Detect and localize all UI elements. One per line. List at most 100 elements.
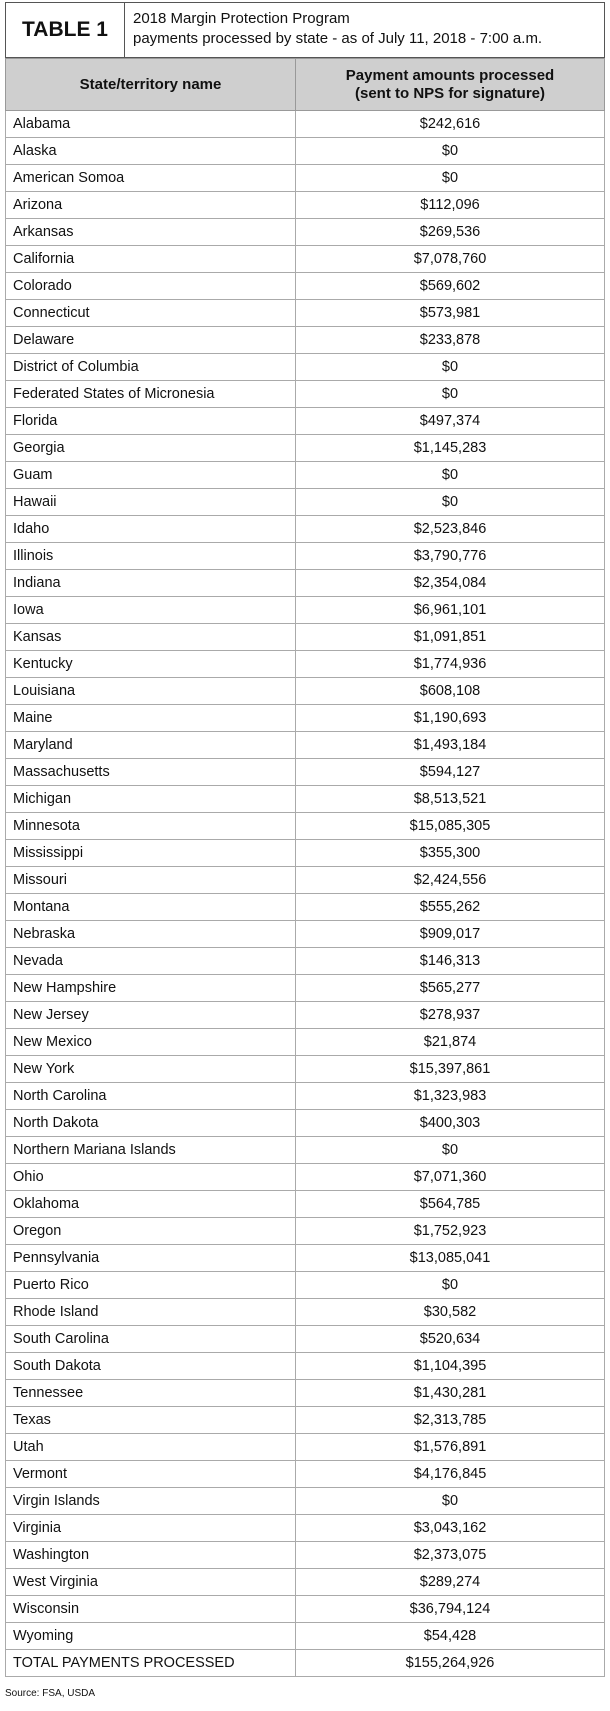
payment-amount: $7,071,360 <box>295 1163 605 1191</box>
table-row: Missouri $2,424,556 <box>5 866 605 894</box>
payment-amount: $54,428 <box>295 1622 605 1650</box>
payment-amount: $278,937 <box>295 1001 605 1029</box>
table-row: North Carolina $1,323,983 <box>5 1082 605 1110</box>
table-row: West Virginia $289,274 <box>5 1568 605 1596</box>
column-header: State/territory name <box>5 58 296 111</box>
table-row: Minnesota $15,085,305 <box>5 812 605 840</box>
state-name: Pennsylvania <box>5 1244 296 1272</box>
table-row: Virginia $3,043,162 <box>5 1514 605 1542</box>
payment-amount: $355,300 <box>295 839 605 867</box>
table-row: Ohio $7,071,360 <box>5 1163 605 1191</box>
state-name: Rhode Island <box>5 1298 296 1326</box>
table-row: Kentucky $1,774,936 <box>5 650 605 678</box>
table-row: Virgin Islands $0 <box>5 1487 605 1515</box>
payment-amount: $565,277 <box>295 974 605 1002</box>
table-row: New Mexico $21,874 <box>5 1028 605 1056</box>
payment-amount: $0 <box>295 488 605 516</box>
state-name: Oklahoma <box>5 1190 296 1218</box>
state-name: Alaska <box>5 137 296 165</box>
payment-amount: $1,752,923 <box>295 1217 605 1245</box>
state-name: North Dakota <box>5 1109 296 1137</box>
payment-amount: $2,523,846 <box>295 515 605 543</box>
payment-amount: $1,091,851 <box>295 623 605 651</box>
payment-amount: $2,313,785 <box>295 1406 605 1434</box>
state-name: New York <box>5 1055 296 1083</box>
table-row: Utah $1,576,891 <box>5 1433 605 1461</box>
payment-amount: $569,602 <box>295 272 605 300</box>
state-name: Hawaii <box>5 488 296 516</box>
payment-amount: $1,145,283 <box>295 434 605 462</box>
payment-amount: $0 <box>295 1487 605 1515</box>
payment-amount: $1,104,395 <box>295 1352 605 1380</box>
state-name: TOTAL PAYMENTS PROCESSED <box>5 1649 296 1677</box>
payment-amount: $242,616 <box>295 110 605 138</box>
table-row: Rhode Island $30,582 <box>5 1298 605 1326</box>
table-label: TABLE 1 <box>6 3 125 57</box>
payment-amount: $233,878 <box>295 326 605 354</box>
state-name: South Dakota <box>5 1352 296 1380</box>
table-row: Oklahoma $564,785 <box>5 1190 605 1218</box>
state-name: Utah <box>5 1433 296 1461</box>
table-row: Maryland $1,493,184 <box>5 731 605 759</box>
state-name: South Carolina <box>5 1325 296 1353</box>
state-name: Guam <box>5 461 296 489</box>
table-row: Nebraska $909,017 <box>5 920 605 948</box>
payment-amount: $146,313 <box>295 947 605 975</box>
table-title: 2018 Margin Protection Program payments … <box>125 3 604 57</box>
state-name: Colorado <box>5 272 296 300</box>
payment-amount: $594,127 <box>295 758 605 786</box>
table-row: Nevada $146,313 <box>5 947 605 975</box>
state-name: Illinois <box>5 542 296 570</box>
payment-amount: $36,794,124 <box>295 1595 605 1623</box>
table-row: Washington $2,373,075 <box>5 1541 605 1569</box>
state-name: Federated States of Micronesia <box>5 380 296 408</box>
table-row: New York $15,397,861 <box>5 1055 605 1083</box>
payment-amount: $0 <box>295 1136 605 1164</box>
state-name: Connecticut <box>5 299 296 327</box>
payment-amount: $608,108 <box>295 677 605 705</box>
state-name: Texas <box>5 1406 296 1434</box>
table-row: Wisconsin $36,794,124 <box>5 1595 605 1623</box>
payment-amount: $3,790,776 <box>295 542 605 570</box>
payment-amount: $7,078,760 <box>295 245 605 273</box>
table-row: Northern Mariana Islands $0 <box>5 1136 605 1164</box>
table-row: Wyoming $54,428 <box>5 1622 605 1650</box>
payment-amount: $8,513,521 <box>295 785 605 813</box>
table-row: California $7,078,760 <box>5 245 605 273</box>
table-row: Michigan $8,513,521 <box>5 785 605 813</box>
state-name: Montana <box>5 893 296 921</box>
state-name: Tennessee <box>5 1379 296 1407</box>
state-name: Indiana <box>5 569 296 597</box>
table-row: Oregon $1,752,923 <box>5 1217 605 1245</box>
table-row: Vermont $4,176,845 <box>5 1460 605 1488</box>
payment-amount: $0 <box>295 164 605 192</box>
payment-amount: $1,323,983 <box>295 1082 605 1110</box>
state-name: New Jersey <box>5 1001 296 1029</box>
column-header-line: Payment amounts processed <box>345 66 555 84</box>
state-name: Louisiana <box>5 677 296 705</box>
state-name: Virginia <box>5 1514 296 1542</box>
state-name: Idaho <box>5 515 296 543</box>
title-line: 2018 Margin Protection Program <box>133 10 350 27</box>
payment-amount: $13,085,041 <box>295 1244 605 1272</box>
table-row: Georgia $1,145,283 <box>5 434 605 462</box>
title-line: payments processed by state - as of July… <box>133 30 543 47</box>
state-name: Vermont <box>5 1460 296 1488</box>
payment-amount: $289,274 <box>295 1568 605 1596</box>
payment-amount: $2,354,084 <box>295 569 605 597</box>
payment-amount: $564,785 <box>295 1190 605 1218</box>
column-header-line: (sent to NPS for signature) <box>354 84 545 102</box>
state-name: Northern Mariana Islands <box>5 1136 296 1164</box>
table-row: Indiana $2,354,084 <box>5 569 605 597</box>
state-name: Kentucky <box>5 650 296 678</box>
source-note: Source: FSA, USDA <box>5 1688 96 1699</box>
table-row: Delaware $233,878 <box>5 326 605 354</box>
state-name: Arkansas <box>5 218 296 246</box>
state-name: Mississippi <box>5 839 296 867</box>
state-name: Minnesota <box>5 812 296 840</box>
payment-amount: $269,536 <box>295 218 605 246</box>
state-name: Nebraska <box>5 920 296 948</box>
payment-amount: $400,303 <box>295 1109 605 1137</box>
state-name: North Carolina <box>5 1082 296 1110</box>
